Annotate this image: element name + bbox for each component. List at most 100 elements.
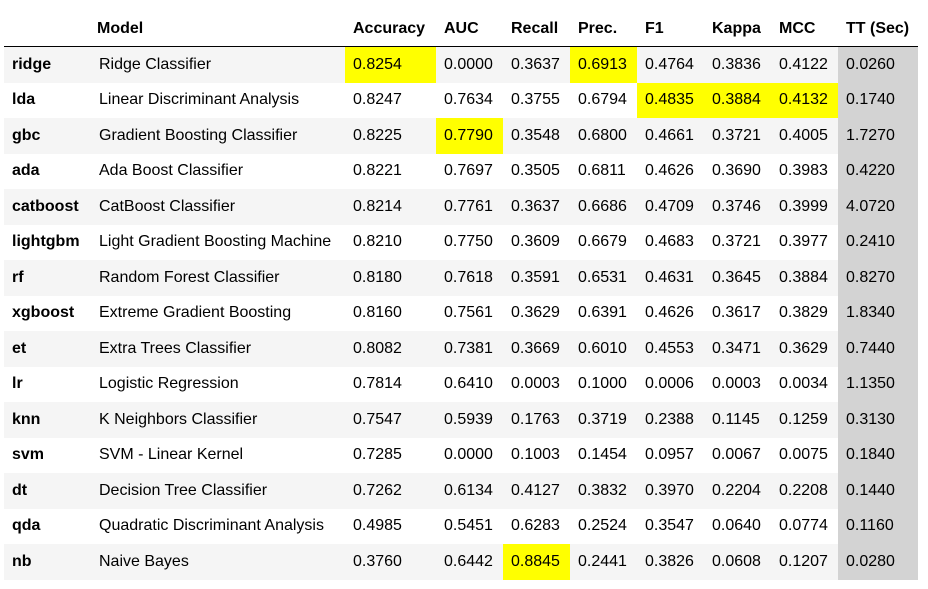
- cell-auc: 0.7561: [444, 304, 493, 322]
- header-recall: Recall: [503, 12, 570, 47]
- row-id: dt: [12, 481, 28, 499]
- cell-accuracy: 0.8160: [353, 304, 402, 322]
- table-row: qda Quadratic Discriminant Analysis 0.4985…: [4, 508, 918, 544]
- cell-auc: 0.6134: [444, 481, 493, 499]
- cell-accuracy: 0.8221: [353, 162, 402, 180]
- cell-accuracy: 0.7285: [353, 446, 402, 464]
- cell-f1: 0.4709: [645, 197, 694, 215]
- row-id: ada: [12, 162, 40, 180]
- model-name: K Neighbors Classifier: [99, 410, 258, 428]
- cell-f1: 0.4626: [645, 304, 694, 322]
- model-name: Gradient Boosting Classifier: [99, 126, 298, 144]
- cell-f1: 0.4683: [645, 233, 694, 251]
- cell-kappa: 0.3471: [712, 339, 761, 357]
- table-row: lr Logistic Regression 0.7814 0.6410 0.0003 0…: [4, 366, 918, 402]
- cell-training-time: 0.1740: [838, 82, 918, 118]
- row-id: knn: [12, 410, 41, 428]
- cell-mcc: 0.3977: [779, 233, 828, 251]
- cell-training-time: 0.4220: [838, 153, 918, 189]
- table-row: et Extra Trees Classifier 0.8082 0.7381 0.36…: [4, 331, 918, 367]
- cell-f1: 0.2388: [645, 410, 694, 428]
- cell-auc: 0.7750: [444, 233, 493, 251]
- cell-accuracy: 0.3760: [353, 552, 402, 570]
- model-comparison-table: Model Accuracy AUC Recall Prec. F1 Kappa…: [4, 12, 918, 580]
- cell-mcc: 0.0075: [779, 446, 828, 464]
- model-name: Naive Bayes: [99, 552, 189, 570]
- cell-accuracy: 0.8247: [353, 91, 402, 109]
- header-training-time: TT (Sec): [838, 12, 918, 47]
- cell-kappa: 0.1145: [712, 410, 760, 428]
- model-name: Linear Discriminant Analysis: [99, 91, 300, 109]
- header-model: Model: [89, 12, 345, 47]
- model-name: Extreme Gradient Boosting: [99, 304, 292, 322]
- cell-mcc: 0.3829: [779, 304, 828, 322]
- cell-kappa: 0.3721: [712, 233, 761, 251]
- table-row: lightgbm Light Gradient Boosting Machine 0…: [4, 224, 918, 260]
- cell-kappa: 0.3884: [704, 82, 771, 118]
- cell-f1: 0.4661: [645, 126, 694, 144]
- model-name: Ridge Classifier: [99, 55, 212, 73]
- cell-mcc: 0.3983: [779, 162, 828, 180]
- cell-recall: 0.3755: [511, 91, 560, 109]
- cell-f1: 0.0006: [645, 375, 694, 393]
- cell-precision: 0.6913: [570, 46, 637, 83]
- cell-training-time: 1.7270: [838, 118, 918, 154]
- row-id: et: [12, 339, 27, 357]
- cell-accuracy: 0.8225: [353, 126, 402, 144]
- table-row: lda Linear Discriminant Analysis 0.8247 0.7…: [4, 82, 918, 118]
- cell-precision: 0.6800: [578, 126, 627, 144]
- cell-precision: 0.2524: [578, 517, 627, 535]
- cell-accuracy: 0.8214: [353, 197, 402, 215]
- cell-kappa: 0.2204: [712, 481, 761, 499]
- cell-recall: 0.3629: [511, 304, 560, 322]
- cell-recall: 0.4127: [511, 481, 560, 499]
- cell-kappa: 0.3690: [712, 162, 761, 180]
- cell-accuracy: 0.7262: [353, 481, 402, 499]
- cell-kappa: 0.0608: [712, 552, 761, 570]
- row-id: svm: [12, 446, 45, 464]
- cell-recall: 0.1003: [511, 446, 560, 464]
- cell-auc: 0.7634: [444, 91, 493, 109]
- cell-recall: 0.3609: [511, 233, 560, 251]
- cell-auc: 0.6442: [444, 552, 493, 570]
- cell-training-time: 0.0280: [838, 544, 918, 580]
- cell-auc: 0.7381: [444, 339, 493, 357]
- cell-recall: 0.0003: [511, 375, 560, 393]
- row-id: xgboost: [12, 304, 75, 322]
- table-row: xgboost Extreme Gradient Boosting 0.8160 0.…: [4, 295, 918, 331]
- cell-accuracy: 0.8254: [345, 46, 436, 83]
- cell-precision: 0.1454: [578, 446, 627, 464]
- table-row: knn K Neighbors Classifier 0.7547 0.5939 0.1…: [4, 402, 918, 438]
- cell-mcc: 0.4122: [779, 55, 828, 73]
- cell-auc: 0.0000: [444, 55, 493, 73]
- header-index: [4, 12, 89, 47]
- cell-auc: 0.7790: [436, 118, 503, 154]
- table-row: catboost CatBoost Classifier 0.8214 0.7761 0…: [4, 189, 918, 225]
- table-body: ridge Ridge Classifier 0.8254 0.0000 0.3637 0…: [4, 46, 918, 580]
- row-id: lightgbm: [12, 233, 80, 251]
- cell-kappa: 0.3836: [712, 55, 761, 73]
- cell-training-time: 0.0260: [838, 46, 918, 83]
- cell-accuracy: 0.8210: [353, 233, 402, 251]
- cell-mcc: 0.3884: [779, 268, 828, 286]
- cell-recall: 0.3548: [511, 126, 560, 144]
- cell-precision: 0.6391: [578, 304, 627, 322]
- cell-mcc: 0.4132: [771, 82, 838, 118]
- cell-accuracy: 0.7547: [353, 410, 402, 428]
- cell-recall: 0.1763: [511, 410, 560, 428]
- cell-mcc: 0.1259: [779, 410, 828, 428]
- table-row: gbc Gradient Boosting Classifier 0.8225 0.7…: [4, 118, 918, 154]
- cell-recall: 0.3637: [511, 55, 560, 73]
- cell-f1: 0.3547: [645, 517, 694, 535]
- cell-f1: 0.4626: [645, 162, 694, 180]
- model-name: Decision Tree Classifier: [99, 481, 268, 499]
- cell-auc: 0.7697: [444, 162, 493, 180]
- cell-precision: 0.6811: [578, 162, 626, 180]
- cell-training-time: 0.7440: [838, 331, 918, 367]
- cell-f1: 0.4835: [637, 82, 704, 118]
- table-row: nb Naive Bayes 0.3760 0.6442 0.8845 0.2441 0.3…: [4, 544, 918, 580]
- cell-recall: 0.3505: [511, 162, 560, 180]
- cell-training-time: 0.3130: [838, 402, 918, 438]
- cell-precision: 0.6531: [578, 268, 627, 286]
- cell-kappa: 0.3746: [712, 197, 761, 215]
